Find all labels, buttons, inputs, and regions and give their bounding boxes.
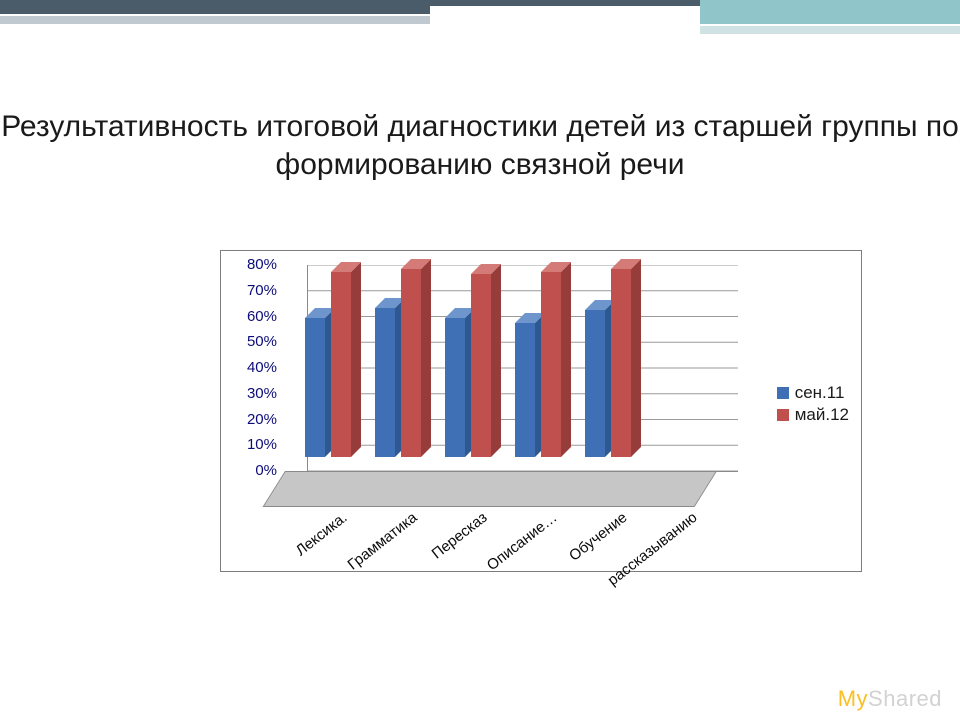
legend-item: май.12: [777, 405, 849, 425]
y-tick-label: 0%: [229, 462, 277, 479]
bar-chart: 0%10%20%30%40%50%60%70%80% Лексика.Грамм…: [220, 250, 862, 572]
watermark: MyShared: [838, 686, 942, 712]
legend-swatch: [777, 409, 789, 421]
y-tick-label: 80%: [229, 256, 277, 273]
y-tick-label: 40%: [229, 359, 277, 376]
legend-label: май.12: [795, 405, 849, 425]
legend-swatch: [777, 387, 789, 399]
slide-title: Результативность итоговой диагностики де…: [0, 108, 960, 184]
y-tick-label: 30%: [229, 385, 277, 402]
legend-label: сен.11: [795, 383, 845, 403]
slide-accent: [0, 0, 960, 34]
y-tick-label: 20%: [229, 411, 277, 428]
legend: сен.11май.12: [777, 381, 849, 427]
y-tick-label: 60%: [229, 308, 277, 325]
legend-item: сен.11: [777, 383, 849, 403]
plot-area: [285, 265, 715, 483]
y-tick-label: 70%: [229, 282, 277, 299]
y-tick-label: 10%: [229, 436, 277, 453]
y-tick-label: 50%: [229, 333, 277, 350]
